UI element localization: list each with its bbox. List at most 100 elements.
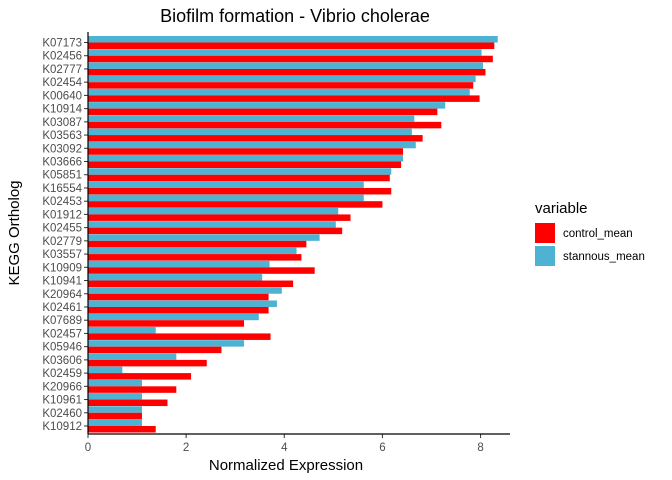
bar-stannous-K02455	[88, 221, 336, 228]
bar-control-K02459	[88, 373, 192, 380]
y-tick-label: K02460	[42, 408, 82, 420]
y-tick-label: K00640	[42, 90, 82, 102]
legend: variable control_mean stannous_mean	[535, 200, 645, 266]
y-tick-label: K02457	[42, 328, 82, 340]
bar-stannous-K02460	[88, 406, 142, 413]
bar-stannous-K07689	[88, 313, 259, 321]
y-tick-label: K03087	[42, 117, 82, 129]
bar-control-K02777	[88, 68, 486, 76]
legend-swatch-control_mean	[535, 223, 555, 243]
bars-group	[88, 36, 498, 433]
bar-stannous-K02457	[88, 326, 156, 334]
y-tick-label: K02461	[42, 302, 82, 314]
bar-control-K02457	[88, 333, 271, 340]
bar-control-K02456	[88, 55, 493, 63]
bar-control-K02453	[88, 201, 383, 208]
y-tick-label: K03563	[42, 130, 82, 142]
y-tick-label: K01912	[42, 209, 82, 221]
bar-control-K03557	[88, 254, 302, 261]
y-axis-ticks: K07173K02456K02777K02454K00640K10914K030…	[42, 38, 88, 433]
bar-stannous-K03557	[88, 247, 297, 255]
bar-stannous-K20964	[88, 287, 282, 294]
bar-control-K00640	[88, 95, 480, 102]
bar-control-K03666	[88, 161, 402, 169]
bar-stannous-K02456	[88, 49, 482, 56]
bar-stannous-K05851	[88, 168, 392, 175]
bar-control-K05946	[88, 346, 222, 354]
bar-stannous-K10961	[88, 393, 142, 400]
bar-stannous-K07173	[88, 36, 498, 43]
bar-control-K20966	[88, 386, 177, 393]
bar-control-K20964	[88, 293, 269, 301]
bar-stannous-K02777	[88, 62, 484, 69]
bar-stannous-K03606	[88, 353, 177, 360]
bar-control-K03087	[88, 121, 442, 129]
y-tick-label: K10961	[42, 395, 82, 407]
bar-stannous-K03092	[88, 141, 416, 149]
y-tick-label: K02777	[42, 64, 82, 76]
x-tick-label: 4	[281, 442, 288, 454]
bar-stannous-K10912	[88, 419, 142, 426]
bar-stannous-K16554	[88, 181, 364, 188]
bar-control-K05851	[88, 174, 390, 182]
bar-stannous-K03666	[88, 155, 404, 162]
y-tick-label: K20964	[42, 289, 82, 301]
x-axis-ticks: 0 2 4 6 8	[85, 434, 484, 454]
x-tick-label: 0	[85, 442, 91, 454]
legend-label-stannous_mean: stannous_mean	[563, 251, 645, 263]
bar-control-K10912	[88, 426, 156, 433]
bar-control-K01912	[88, 214, 351, 221]
legend-title: variable	[535, 200, 588, 217]
y-axis-title: KEGG Ortholog	[6, 180, 23, 285]
bar-control-K10914	[88, 108, 438, 116]
y-tick-label: K20966	[42, 381, 82, 393]
bar-stannous-K01912	[88, 207, 339, 215]
y-tick-label: K02459	[42, 368, 82, 380]
bar-control-K10941	[88, 280, 294, 288]
y-tick-label: K10912	[42, 421, 82, 433]
chart-title: Biofilm formation - Vibrio cholerae	[160, 6, 430, 26]
y-tick-label: K02779	[42, 236, 82, 248]
bar-control-K03606	[88, 359, 207, 367]
y-tick-label: K03557	[42, 249, 82, 261]
x-axis-title: Normalized Expression	[209, 457, 363, 474]
x-tick-label: 6	[379, 442, 385, 454]
y-tick-label: K02454	[42, 77, 82, 89]
bar-control-K16554	[88, 187, 392, 195]
bar-control-K02461	[88, 306, 269, 314]
y-tick-label: K10941	[42, 276, 82, 288]
bar-control-K07173	[88, 42, 495, 49]
bar-stannous-K02461	[88, 300, 277, 307]
y-tick-label: K02455	[42, 223, 82, 235]
y-tick-label: K03092	[42, 143, 82, 155]
bar-control-K10909	[88, 267, 315, 274]
bar-stannous-K10914	[88, 102, 446, 109]
bar-control-K02454	[88, 82, 474, 89]
bar-stannous-K02454	[88, 75, 476, 83]
bar-control-K03563	[88, 135, 423, 142]
bar-control-K03092	[88, 148, 404, 155]
y-tick-label: K02453	[42, 196, 82, 208]
y-tick-label: K07689	[42, 315, 82, 327]
bar-stannous-K00640	[88, 88, 470, 96]
y-tick-label: K16554	[42, 183, 82, 195]
bar-control-K02779	[88, 240, 307, 248]
y-tick-label: K03666	[42, 157, 82, 169]
y-tick-label: K10914	[42, 104, 82, 116]
x-tick-label: 2	[183, 442, 189, 454]
y-tick-label: K03606	[42, 355, 82, 367]
y-tick-label: K07173	[42, 38, 82, 50]
bar-control-K02460	[88, 412, 142, 420]
legend-swatch-stannous_mean	[535, 246, 555, 266]
bar-control-K02455	[88, 227, 343, 235]
bar-stannous-K10941	[88, 274, 263, 281]
y-tick-label: K02456	[42, 51, 82, 63]
bar-stannous-K05946	[88, 340, 245, 347]
y-tick-label: K05851	[42, 170, 82, 182]
y-tick-label: K10909	[42, 262, 82, 274]
bar-stannous-K02459	[88, 366, 123, 374]
bar-stannous-K03087	[88, 115, 415, 122]
bar-control-K07689	[88, 320, 245, 327]
legend-label-control_mean: control_mean	[563, 228, 633, 240]
